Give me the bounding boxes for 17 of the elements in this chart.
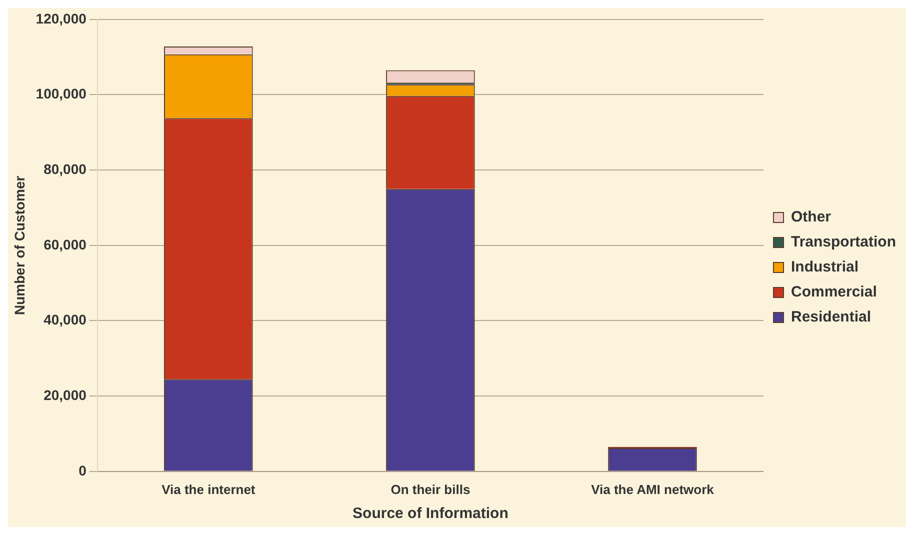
x-tick-label: Via the AMI network	[591, 482, 715, 497]
y-tick-label: 80,000	[44, 160, 87, 177]
legend-label: Other	[790, 208, 832, 226]
x-tick-label: Via the internet	[162, 482, 256, 497]
x-tick-label: On their bills	[390, 482, 470, 497]
y-tick-label: 20,000	[44, 386, 87, 403]
y-tick-label: 40,000	[44, 312, 87, 328]
y-tick-label: 100,000	[36, 86, 87, 102]
legend-label: Commercial	[790, 284, 877, 301]
x-axis-title: Source of Information	[352, 505, 508, 522]
legend-label: Residential	[790, 308, 872, 326]
y-tick-label: 60,000	[44, 236, 87, 252]
y-tick-label: 0	[78, 462, 87, 478]
y-tick-label: 120,000	[36, 10, 87, 26]
y-axis-title: Number of Customer	[11, 175, 28, 316]
legend-label: Industrial	[790, 258, 859, 276]
legend-label: Transportation	[790, 234, 896, 251]
